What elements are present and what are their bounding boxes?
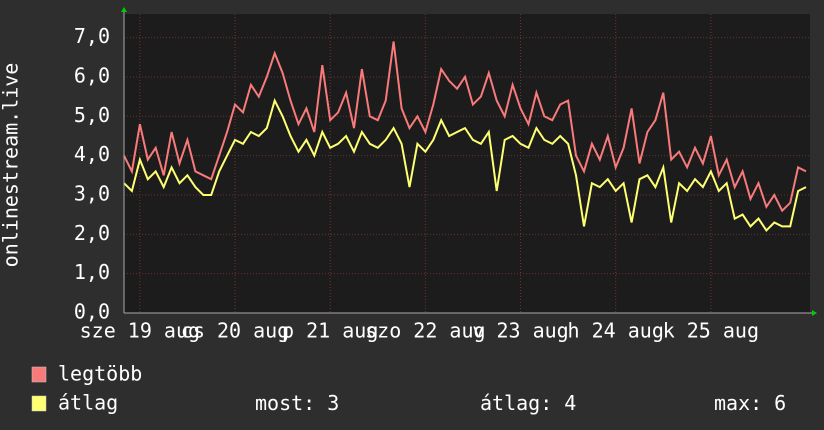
x-tick-label: cs 20 aug [181,319,289,343]
x-tick-label: sze 19 aug [80,319,200,343]
axis-arrow [812,310,817,316]
y-tick-label: 7,0 [74,24,110,48]
stat-value: 6 [774,391,786,415]
y-tick-label: 6,0 [74,63,110,87]
x-tick-label: p 21 aug [282,319,378,343]
data-line [123,41,807,213]
stat: max: 6 [714,391,786,415]
stat-label: átlag: [480,391,552,415]
stat-label: most: [255,391,315,415]
y-tick-label: 5,0 [74,103,110,127]
plot-area [124,14,810,313]
stat-value: 4 [564,391,576,415]
legend-label: legtöbb [58,362,142,386]
stat: átlag: 4 [480,391,576,415]
x-tick-label: h 24 aug [568,319,664,343]
y-tick-label: 2,0 [74,221,110,245]
axis-arrow [121,7,127,12]
stat: most: 3 [255,391,339,415]
stat-label: max: [714,391,762,415]
y-tick-label: 0,0 [74,300,110,324]
y-axis-label: onlinestream.live [0,63,23,268]
y-tick-label: 4,0 [74,142,110,166]
x-tick-label: k 25 aug [663,319,759,343]
x-tick-label: v 23 aug [472,319,568,343]
legend-swatch [31,395,47,412]
y-tick-label: 3,0 [74,181,110,205]
x-tick-label: szo 22 aug [365,319,485,343]
legend-swatch [31,366,47,383]
y-tick-label: 1,0 [74,260,110,284]
data-line [123,97,807,232]
stat-value: 3 [327,391,339,415]
legend-label: átlag [58,391,118,415]
